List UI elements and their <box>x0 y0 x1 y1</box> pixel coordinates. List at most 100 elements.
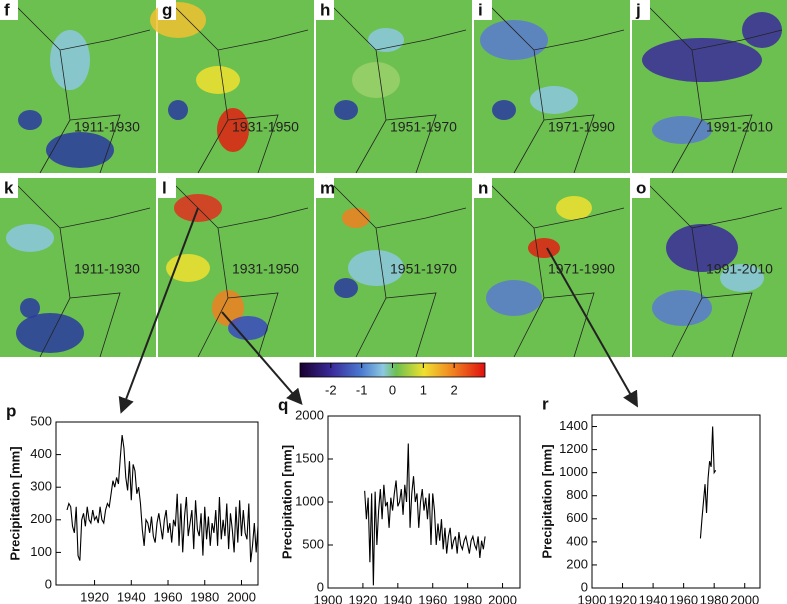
map-panel: i 1971-1990 <box>474 0 630 174</box>
map-anomaly <box>352 62 400 98</box>
map-anomaly <box>168 100 188 120</box>
panel-label: i <box>478 0 483 19</box>
panel-label-box <box>158 0 176 20</box>
period-label: 1991-2010 <box>706 119 773 135</box>
map-borders <box>167 177 309 358</box>
map-anomaly <box>18 110 42 130</box>
arrow <box>118 207 199 414</box>
panel-label-box <box>316 178 334 198</box>
period-label: 1911-1930 <box>74 261 140 277</box>
panel-label: f <box>4 0 10 19</box>
colorbar-tick-label: -2 <box>325 382 337 397</box>
y-axis-label: Precipitation [mm] <box>7 446 22 560</box>
panel-label-box <box>474 0 492 20</box>
map-borders <box>9 0 151 174</box>
line-chart: 1900 1920 1940 1960 1980 2000 0 200 400 600 800 100… <box>539 394 761 604</box>
panel-label: k <box>4 178 14 197</box>
map-anomaly <box>480 20 548 60</box>
panel-label: r <box>542 394 549 413</box>
map-panel: l 1931-1950 <box>158 177 314 358</box>
map-panel: m 1951-1970 <box>316 177 472 358</box>
y-tick-label: 0 <box>45 576 52 591</box>
x-tick-label: 1900 <box>314 592 343 604</box>
period-label: 1991-2010 <box>706 261 773 277</box>
map-anomaly <box>492 100 516 120</box>
y-tick-label: 300 <box>30 479 52 494</box>
map-anomaly <box>530 86 578 114</box>
x-tick-label: 1920 <box>608 592 637 604</box>
data-line <box>66 434 259 563</box>
data-line <box>364 443 486 586</box>
map-anomaly <box>334 278 358 298</box>
map-anomaly <box>528 238 560 258</box>
x-tick-label: 1940 <box>117 589 146 604</box>
x-tick-label: 1980 <box>700 592 729 604</box>
panel-label-box <box>158 178 176 198</box>
map-anomaly <box>334 100 358 120</box>
x-tick-label: 1920 <box>80 589 109 604</box>
map-anomaly <box>228 316 268 340</box>
plot-frame <box>327 415 521 589</box>
x-tick-label: 1940 <box>383 592 412 604</box>
maps: f 1911-1930 g 1931-1950 h 1951-1970 i 1971-1990… <box>0 0 787 358</box>
map-borders <box>641 0 783 174</box>
period-label: 1911-1930 <box>74 119 140 135</box>
x-tick-label: 2000 <box>730 592 759 604</box>
y-tick-label: 200 <box>30 511 52 526</box>
period-label: 1951-1970 <box>390 119 457 135</box>
panel-label: l <box>162 178 167 197</box>
y-tick-label: 1200 <box>559 441 588 456</box>
period-label: 1951-1970 <box>390 261 457 277</box>
map-panel: f 1911-1930 <box>0 0 156 174</box>
map-anomaly <box>50 30 90 90</box>
plot-frame <box>55 421 259 586</box>
y-tick-label: 1500 <box>295 450 324 465</box>
line-chart: 1900 1920 1940 1960 1980 2000 0 500 1000 1500 2000… <box>278 395 521 604</box>
panel-label-box <box>474 178 492 198</box>
map-anomaly <box>652 116 712 144</box>
map-borders <box>325 177 467 358</box>
line-chart: 1920 1940 1960 1980 2000 0 100 200 300 400 500 Prec… <box>6 401 259 604</box>
map-borders <box>9 177 151 358</box>
x-tick-label: 1900 <box>578 592 607 604</box>
map-panel: n 1971-1990 <box>474 177 630 358</box>
panel-label: p <box>6 401 16 420</box>
map-anomaly <box>742 12 782 48</box>
y-tick-label: 500 <box>302 536 324 551</box>
map-anomaly <box>46 132 114 168</box>
panel-label: j <box>635 0 641 19</box>
x-tick-label: 1960 <box>669 592 698 604</box>
y-tick-label: 100 <box>30 544 52 559</box>
data-line <box>699 426 717 539</box>
y-tick-label: 1000 <box>295 493 324 508</box>
x-tick-label: 1980 <box>453 592 482 604</box>
x-tick-label: 1960 <box>154 589 183 604</box>
x-tick-label: 1980 <box>190 589 219 604</box>
y-tick-label: 400 <box>566 533 588 548</box>
panel-label-box <box>632 178 650 198</box>
x-tick-label: 2000 <box>488 592 517 604</box>
colorbar-tick-label: 0 <box>389 382 396 397</box>
map-borders <box>641 177 783 358</box>
map-anomaly <box>212 290 244 326</box>
y-tick-label: 800 <box>566 487 588 502</box>
map-anomaly <box>720 264 764 292</box>
map-anomaly <box>16 313 84 353</box>
plot-frame <box>591 414 761 589</box>
y-tick-label: 1400 <box>559 418 588 433</box>
y-tick-label: 600 <box>566 510 588 525</box>
panel-label-box <box>0 178 18 198</box>
panel-label: m <box>320 178 335 197</box>
arrow <box>546 247 638 408</box>
x-tick-label: 1940 <box>639 592 668 604</box>
period-label: 1931-1950 <box>232 119 299 135</box>
map-borders <box>325 0 467 174</box>
y-tick-label: 1000 <box>559 464 588 479</box>
colorbar-tick-label: -1 <box>356 382 368 397</box>
map-anomaly <box>666 224 738 272</box>
panel-label-box <box>0 0 18 20</box>
colorbar-tick-label: 1 <box>420 382 427 397</box>
period-label: 1971-1990 <box>548 119 615 135</box>
map-anomaly <box>6 224 54 252</box>
colorbar: -2 -1 0 1 2 <box>299 362 486 397</box>
